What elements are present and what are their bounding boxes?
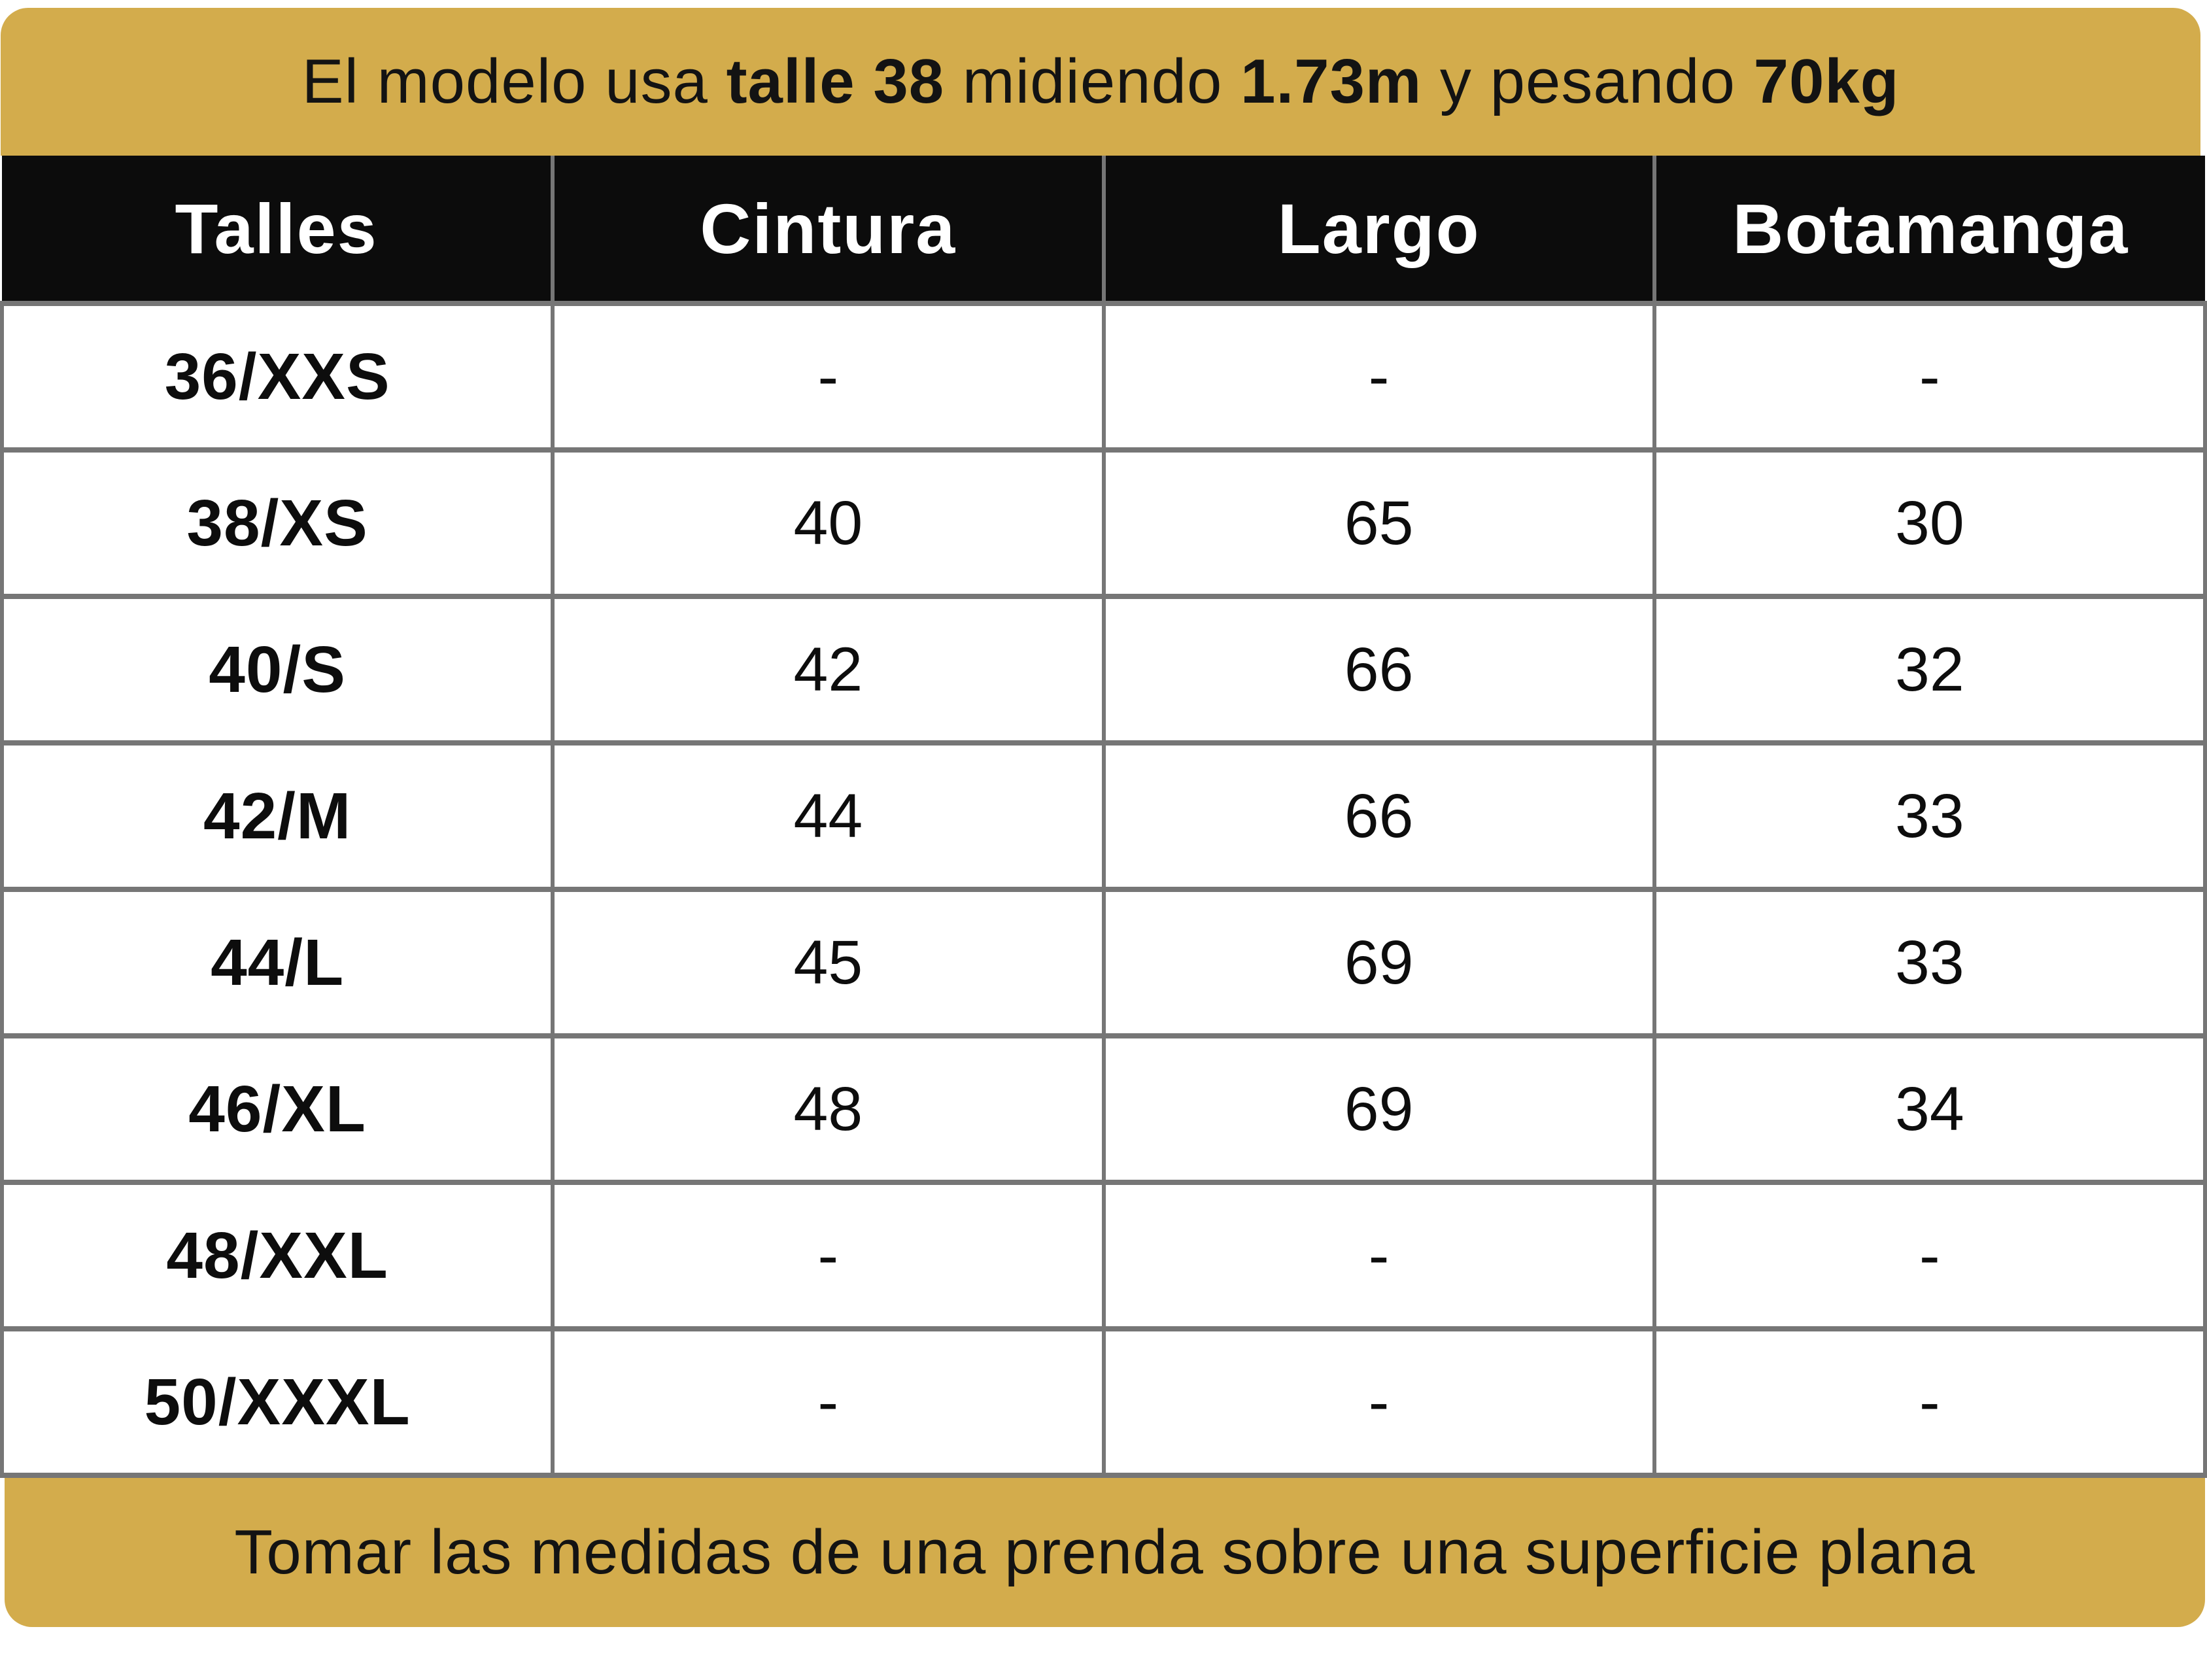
cintura-cell: 40 bbox=[551, 447, 1106, 599]
cintura-cell: - bbox=[551, 1326, 1106, 1478]
size-label-cell: 48/XXL bbox=[0, 1180, 555, 1331]
size-table: Talles Cintura Largo Botamanga 36/XXS - … bbox=[0, 156, 2207, 1478]
table-row: 44/L 45 69 33 bbox=[0, 887, 2207, 1038]
table-row: 40/S 42 66 32 bbox=[0, 594, 2207, 746]
size-label-cell: 38/XS bbox=[0, 447, 555, 599]
largo-cell: - bbox=[1101, 1326, 1656, 1478]
largo-cell: - bbox=[1101, 1180, 1656, 1331]
cintura-cell: - bbox=[551, 301, 1106, 453]
table-row: 42/M 44 66 33 bbox=[0, 740, 2207, 892]
botamanga-cell: - bbox=[1652, 301, 2207, 453]
cintura-cell: 45 bbox=[551, 887, 1106, 1038]
cintura-cell: 42 bbox=[551, 594, 1106, 746]
size-label-cell: 40/S bbox=[0, 594, 555, 746]
header-row: Talles Cintura Largo Botamanga bbox=[2, 156, 2205, 306]
size-table-header: Talles Cintura Largo Botamanga bbox=[2, 156, 2205, 306]
table-row: 46/XL 48 69 34 bbox=[0, 1033, 2207, 1185]
cintura-cell: - bbox=[551, 1180, 1106, 1331]
model-info-banner: El modelo usa talle 38 midiendo 1.73m y … bbox=[1, 8, 2200, 156]
model-info-text-segment: 70kg bbox=[1753, 46, 1900, 117]
botamanga-cell: 33 bbox=[1652, 740, 2207, 892]
model-info-text-segment: talle 38 bbox=[726, 46, 945, 117]
size-label-cell: 36/XXS bbox=[0, 301, 555, 453]
table-row: 36/XXS - - - bbox=[0, 301, 2207, 453]
measurement-note-banner: Tomar las medidas de una prenda sobre un… bbox=[5, 1478, 2205, 1627]
size-table-body: 36/XXS - - - 38/XS 40 65 30 40/S 42 66 3… bbox=[0, 301, 2207, 1478]
size-label-cell: 46/XL bbox=[0, 1033, 555, 1185]
botamanga-cell: 33 bbox=[1652, 887, 2207, 1038]
table-row: 50/XXXL - - - bbox=[0, 1326, 2207, 1478]
model-info-text-segment: y pesando bbox=[1422, 46, 1754, 117]
botamanga-cell: 30 bbox=[1652, 447, 2207, 599]
model-info-text-segment: El modelo usa bbox=[301, 46, 727, 117]
column-header-cintura: Cintura bbox=[551, 156, 1106, 306]
column-header-largo: Largo bbox=[1101, 156, 1656, 306]
table-row: 48/XXL - - - bbox=[0, 1180, 2207, 1331]
botamanga-cell: - bbox=[1652, 1326, 2207, 1478]
largo-cell: 66 bbox=[1101, 740, 1656, 892]
largo-cell: 66 bbox=[1101, 594, 1656, 746]
largo-cell: - bbox=[1101, 301, 1656, 453]
model-info-text-segment: midiendo bbox=[944, 46, 1241, 117]
botamanga-cell: - bbox=[1652, 1180, 2207, 1331]
cintura-cell: 44 bbox=[551, 740, 1106, 892]
botamanga-cell: 34 bbox=[1652, 1033, 2207, 1185]
column-header-talles: Talles bbox=[2, 156, 555, 306]
measurement-note-text: Tomar las medidas de una prenda sobre un… bbox=[234, 1517, 1976, 1588]
largo-cell: 69 bbox=[1101, 887, 1656, 1038]
table-row: 38/XS 40 65 30 bbox=[0, 447, 2207, 599]
size-label-cell: 44/L bbox=[0, 887, 555, 1038]
largo-cell: 65 bbox=[1101, 447, 1656, 599]
largo-cell: 69 bbox=[1101, 1033, 1656, 1185]
cintura-cell: 48 bbox=[551, 1033, 1106, 1185]
size-label-cell: 42/M bbox=[0, 740, 555, 892]
model-info-text-segment: 1.73m bbox=[1240, 46, 1422, 117]
size-label-cell: 50/XXXL bbox=[0, 1326, 555, 1478]
column-header-botamanga: Botamanga bbox=[1652, 156, 2205, 306]
botamanga-cell: 32 bbox=[1652, 594, 2207, 746]
